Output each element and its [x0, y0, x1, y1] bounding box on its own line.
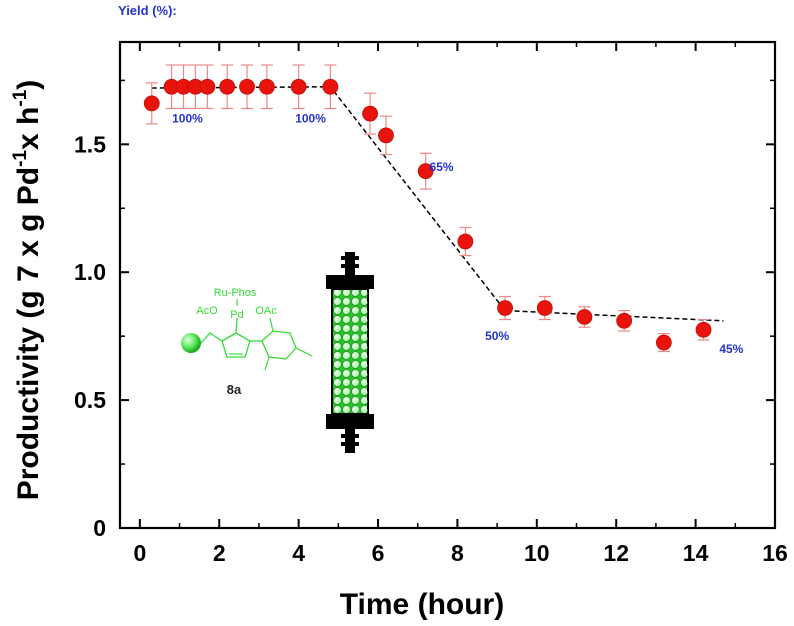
data-point [258, 78, 275, 95]
compound-code: 8a [227, 382, 242, 397]
linker-bond [200, 332, 223, 344]
y-tick-label: 1.0 [74, 259, 106, 285]
yield-label: 100% [172, 112, 203, 126]
data-point [219, 78, 236, 95]
x-tick-label: 8 [451, 540, 464, 566]
yield-annotations: 100% 100% 65% 50% 45% [172, 112, 744, 356]
x-tick-label: 0 [133, 540, 146, 566]
mesityl-ring [261, 330, 297, 360]
data-point [576, 309, 593, 325]
data-point [655, 334, 672, 351]
acetate-left-label: AcO [196, 305, 218, 317]
data-points [143, 78, 712, 351]
data-point [362, 105, 378, 122]
y-axis-title-part-2: x h [12, 107, 45, 150]
yield-label: 50% [485, 329, 509, 343]
yield-label: 100% [295, 112, 326, 126]
data-point [290, 78, 307, 95]
y-axis-ticks [120, 79, 775, 529]
catalyst-inset: Ru-Phos AcO Pd OAc 8a [181, 252, 374, 453]
data-point [497, 300, 513, 316]
y-axis-tick-labels: 0 0.5 1.0 1.5 [74, 131, 106, 541]
x-tick-label: 14 [683, 540, 709, 566]
data-point [616, 312, 633, 329]
packed-column-icon [326, 252, 374, 453]
acetate-right-label: OAc [255, 305, 277, 317]
data-point [143, 95, 160, 112]
x-tick-label: 4 [292, 540, 305, 566]
palladium-label: Pd [230, 309, 243, 321]
data-point [457, 233, 474, 250]
yield-label: 45% [719, 342, 743, 356]
y-axis-title-sup-2: -1 [10, 89, 31, 106]
yield-header: Yield (%): [118, 3, 177, 18]
y-axis-title-part-1: Productivity (g 7 x g Pd [12, 167, 45, 500]
y-tick-label: 0.5 [74, 387, 106, 413]
x-tick-label: 6 [372, 540, 385, 566]
x-axis-tick-labels: 0 2 4 6 8 10 12 14 16 [133, 540, 787, 566]
x-tick-label: 2 [213, 540, 226, 566]
imidazole-ring [221, 332, 251, 358]
y-axis-title: Productivity (g 7 x g Pd-1x h-1) [10, 80, 45, 501]
yield-label: 65% [430, 160, 454, 174]
data-point [417, 163, 434, 180]
y-axis-title-sup-1: -1 [10, 150, 31, 167]
ligand-label: Ru-Phos [214, 287, 257, 299]
data-point [536, 300, 553, 316]
resin-bead-icon [181, 333, 201, 353]
y-axis-title-part-3: ) [12, 80, 45, 90]
y-tick-label: 1.5 [74, 131, 106, 157]
data-point [322, 78, 339, 95]
data-point [378, 127, 394, 144]
x-tick-label: 10 [524, 540, 550, 566]
x-tick-label: 12 [603, 540, 629, 566]
trend-line [151, 86, 724, 322]
x-axis-title: Time (hour) [340, 588, 504, 621]
data-point [199, 78, 216, 95]
x-axis-ticks [138, 42, 776, 528]
y-tick-label: 0 [93, 515, 106, 541]
data-point [695, 321, 712, 338]
data-point [239, 78, 255, 95]
x-tick-label: 16 [762, 540, 788, 566]
plot-frame [118, 40, 777, 530]
methyl-bond-3 [295, 347, 313, 357]
methyl-bond-1 [269, 317, 274, 332]
methyl-bond-2 [264, 356, 270, 371]
pd-bond [235, 317, 238, 334]
